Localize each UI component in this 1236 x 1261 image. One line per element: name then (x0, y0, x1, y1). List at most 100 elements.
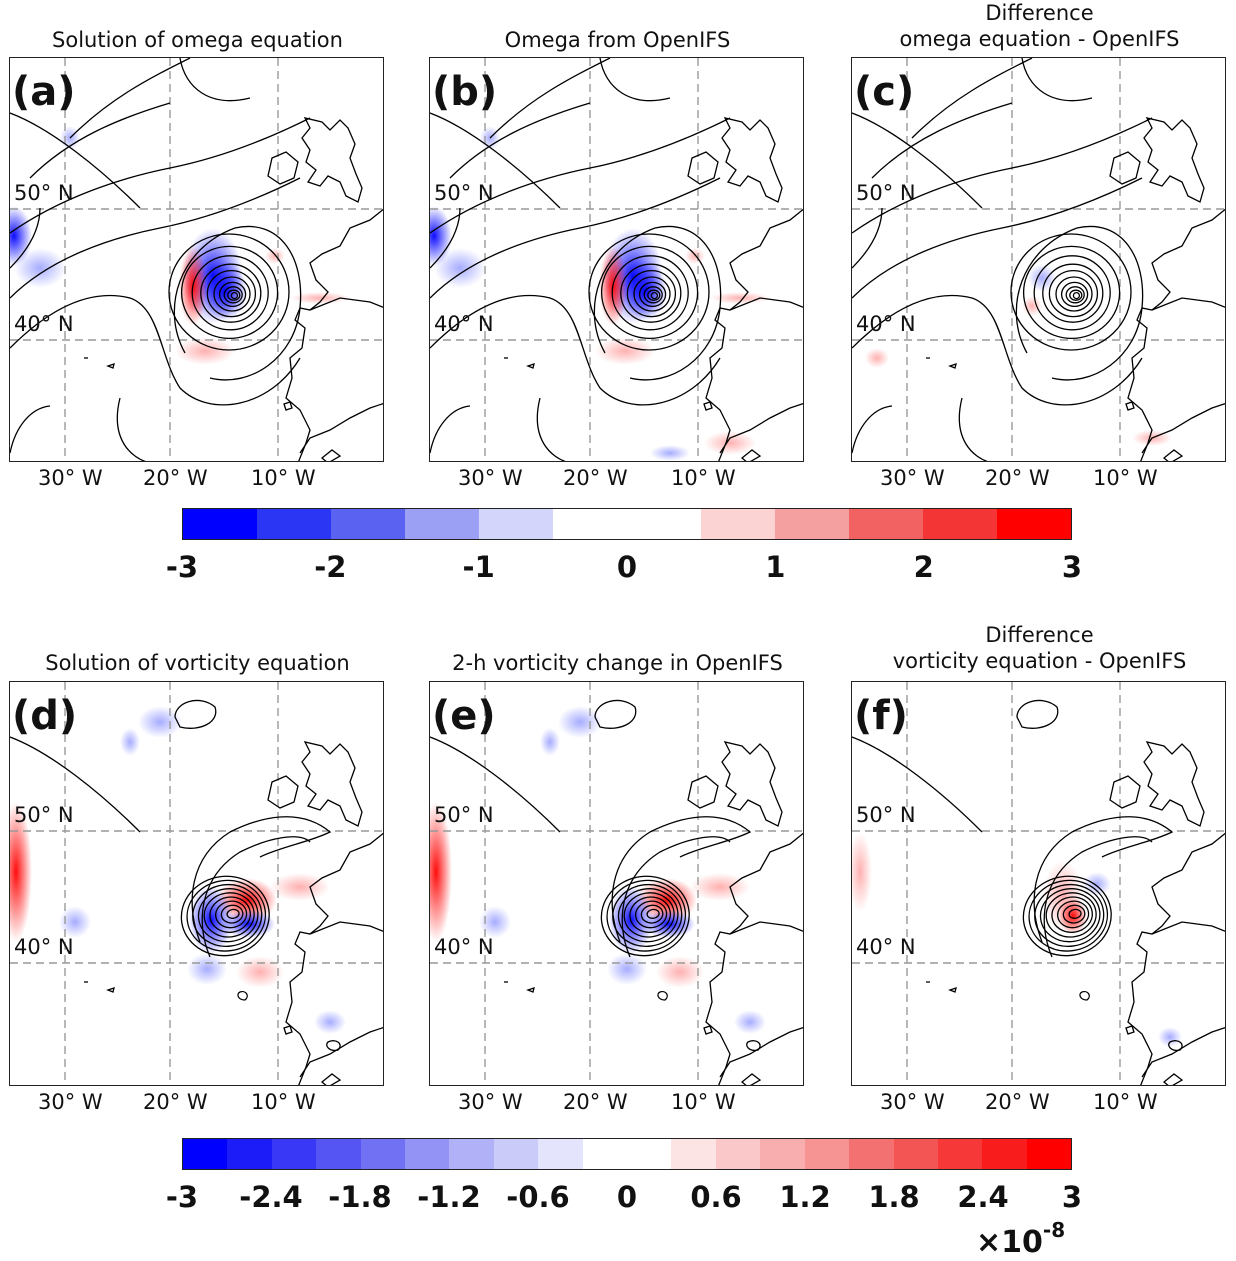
colorbar-tick-label: 1.2 (779, 1180, 831, 1214)
red-patch-south (236, 956, 284, 988)
colorbar-tick-label: 0 (616, 1180, 638, 1214)
lon-label: 30° W (38, 1090, 103, 1114)
vorticity-increase-west (430, 802, 452, 942)
colorbar-segment (449, 1139, 494, 1169)
colorbar-tick-label: -2.4 (239, 1180, 303, 1214)
blue-patch-nw (540, 728, 560, 756)
isobars (430, 58, 731, 461)
difference-blue (1028, 264, 1056, 292)
colorbar-exponent: ×10-8 (976, 1218, 1066, 1260)
colorbar-segment (183, 509, 257, 539)
colorbar-tick-label: -1 (462, 550, 495, 584)
shading (430, 126, 770, 461)
colorbar-segment (183, 1139, 228, 1169)
ascent-west-weak (14, 248, 66, 288)
graticule (430, 58, 803, 461)
map-b (430, 58, 803, 461)
lon-label: 30° W (38, 466, 103, 490)
colorbar-tick-label: 3 (1061, 1180, 1083, 1214)
colorbar-segment (493, 1139, 539, 1169)
panel-label-b: (b) (432, 69, 498, 115)
graticule (10, 682, 383, 1085)
lon-label: 20° W (563, 466, 628, 490)
colorbar-segment (360, 1139, 406, 1169)
colorbar-segment (405, 1139, 450, 1169)
title-f: Difference vorticity equation - OpenIFS (892, 623, 1187, 673)
lon-label: 20° W (143, 466, 208, 490)
colorbar-tick-label: 0 (616, 550, 638, 584)
coastline (10, 112, 383, 461)
lon-label: 10° W (671, 466, 736, 490)
map-f (852, 682, 1225, 1085)
colorbar-segment (849, 1139, 894, 1169)
red-patch-east (270, 873, 330, 901)
lat-label: 50° N (856, 803, 916, 827)
difference-blue-se (1158, 1027, 1182, 1047)
blue-patch-se (314, 1010, 346, 1034)
title-d: Solution of vorticity equation (45, 651, 350, 675)
map-panel-c: (c) 50° N 40° N (851, 57, 1226, 462)
map-panel-a: (a) 50° N 40° N (9, 57, 384, 462)
lon-label: 20° W (985, 466, 1050, 490)
lon-label: 10° W (1093, 1090, 1158, 1114)
ascent-south (650, 445, 690, 461)
map-panel-e: (e) 50° N 40° N (429, 681, 804, 1086)
lon-label: 30° W (880, 1090, 945, 1114)
lat-label: 40° N (856, 935, 916, 959)
colorbar-segment (331, 509, 405, 539)
colorbar-segment (937, 1139, 983, 1169)
colorbar-vorticity (182, 1138, 1072, 1170)
colorbar-segment (671, 1139, 716, 1169)
graticule (852, 58, 1225, 461)
colorbar-segment (582, 1139, 628, 1169)
coastline (852, 736, 1225, 1085)
map-e (430, 682, 803, 1085)
lat-label: 50° N (14, 803, 74, 827)
map-panel-f: (f) 50° N 40° N (851, 681, 1226, 1086)
title-b: Omega from OpenIFS (504, 28, 731, 52)
descent-band (595, 337, 655, 365)
blue-patch-se (734, 1010, 766, 1034)
vorticity-increase-west (10, 802, 32, 942)
lon-label: 10° W (671, 1090, 736, 1114)
colorbar-tick-label: -1.8 (328, 1180, 392, 1214)
colorbar-tick-label: 2.4 (957, 1180, 1009, 1214)
colorbar-tick-label: 3 (1061, 550, 1083, 584)
colorbar-segment (893, 1139, 938, 1169)
vorticity-decrease-sw (607, 953, 647, 985)
colorbar-segment (760, 1139, 805, 1169)
colorbar-segment (316, 1139, 361, 1169)
isobars (1016, 699, 1183, 1052)
title-a: Solution of omega equation (52, 28, 343, 52)
colorbar-tick-label: -3 (165, 550, 199, 584)
title-c: Difference omega equation - OpenIFS (899, 1, 1180, 51)
title-e: 2-h vorticity change in OpenIFS (452, 651, 783, 675)
lat-label: 50° N (856, 181, 916, 205)
coastline (10, 736, 383, 1085)
descent-south (704, 431, 756, 455)
colorbar-segment (479, 509, 553, 539)
red-patch-east (690, 873, 750, 901)
colorbar-segment (257, 509, 331, 539)
colorbar-tick-label: -3 (165, 1180, 199, 1214)
colorbar-segment (627, 1139, 672, 1169)
lon-label: 30° W (458, 466, 523, 490)
panel-label-e: (e) (432, 693, 496, 739)
difference-red-west (852, 832, 872, 912)
lon-label: 20° W (563, 1090, 628, 1114)
graticule (430, 682, 803, 1085)
blue-patch-west (59, 906, 91, 938)
colorbar-segment (997, 509, 1071, 539)
map-a (10, 58, 383, 461)
isobars (10, 58, 311, 461)
colorbar-segment (923, 509, 997, 539)
lon-label: 10° W (1093, 466, 1158, 490)
colorbar-tick-label: 1 (765, 550, 786, 584)
panel-label-d: (d) (12, 693, 78, 739)
colorbar-segment (982, 1139, 1027, 1169)
isobars (852, 58, 1153, 461)
colorbar-tick-label: -1.2 (417, 1180, 481, 1214)
lat-label: 40° N (434, 935, 494, 959)
vorticity-decrease-sw (187, 953, 227, 985)
descent-coast (710, 292, 770, 304)
